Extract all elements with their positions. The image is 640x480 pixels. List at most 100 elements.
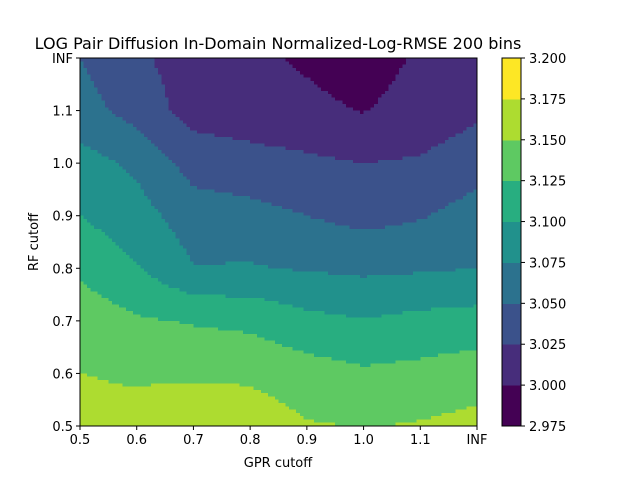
contour-cell <box>402 61 407 66</box>
contour-cell <box>83 67 88 72</box>
contour-cell <box>80 77 85 82</box>
contour-cell <box>406 61 411 66</box>
contour-cell <box>299 77 304 82</box>
contour-cell <box>118 84 124 89</box>
contour-cell <box>168 77 173 82</box>
contour-cell <box>200 67 205 72</box>
contour-cell <box>80 87 85 92</box>
contour-cell <box>328 71 333 76</box>
contour-cell <box>331 67 336 72</box>
contour-cell <box>101 58 106 62</box>
contour-cell <box>211 67 216 72</box>
contour-cell <box>250 67 255 72</box>
contour-cell <box>469 58 475 62</box>
contour-cell <box>303 67 308 72</box>
contour-cell <box>136 84 141 89</box>
contour-cell <box>175 84 180 89</box>
contour-cell <box>260 84 265 89</box>
contour-cell <box>264 81 269 85</box>
contour-cell <box>296 74 301 79</box>
contour-cell <box>473 74 478 79</box>
contour-cell <box>448 61 453 66</box>
contour-cell <box>352 61 358 66</box>
contour-cell <box>108 81 113 85</box>
contour-cell <box>469 61 475 66</box>
contour-cell <box>267 71 273 76</box>
contour-cell <box>129 87 134 92</box>
contour-cell <box>260 74 265 79</box>
contour-cell <box>303 64 308 69</box>
contour-cell <box>221 58 226 62</box>
contour-cell <box>356 58 361 62</box>
contour-cell <box>126 61 131 66</box>
contour-cell <box>267 84 273 89</box>
contour-cell <box>200 64 205 69</box>
contour-cell <box>221 64 226 69</box>
contour-cell <box>243 74 248 79</box>
contour-cell <box>374 84 379 89</box>
contour-cell <box>345 67 350 72</box>
contour-cell <box>196 84 202 89</box>
contour-cell <box>338 58 343 62</box>
contour-cell <box>179 58 184 62</box>
contour-cell <box>196 71 202 76</box>
contour-cell <box>406 58 411 62</box>
contour-cell <box>94 81 99 85</box>
contour-cell <box>427 67 432 72</box>
contour-cell <box>384 64 389 69</box>
contour-cell <box>211 77 216 82</box>
contour-cell <box>370 64 375 69</box>
contour-cell <box>101 67 106 72</box>
contour-cell <box>370 58 375 62</box>
contour-cell <box>349 74 354 79</box>
contour-cell <box>462 67 467 72</box>
contour-cell <box>172 64 177 69</box>
contour-cell <box>246 71 251 76</box>
contour-cell <box>388 64 393 69</box>
contour-cell <box>459 61 464 66</box>
contour-cell <box>182 74 187 79</box>
contour-cell <box>189 74 195 79</box>
contour-cell <box>140 74 145 79</box>
plot-area <box>79 57 478 427</box>
contour-cell <box>271 74 276 79</box>
contour-cell <box>182 71 187 76</box>
contour-cell <box>377 71 382 76</box>
contour-cell <box>129 81 134 85</box>
contour-cell <box>143 67 148 72</box>
contour-cell <box>299 84 304 89</box>
contour-cell <box>469 84 475 89</box>
contour-cell <box>101 84 106 89</box>
contour-cell <box>87 71 92 76</box>
contour-cell <box>391 77 397 82</box>
contour-cell <box>285 81 290 85</box>
contour-cell <box>455 74 460 79</box>
contour-cell <box>317 74 322 79</box>
contour-cell <box>257 58 262 62</box>
contour-cell <box>111 87 117 92</box>
contour-cell <box>445 61 450 66</box>
contour-cell <box>278 81 283 85</box>
contour-cell <box>391 74 397 79</box>
contour-cell <box>430 81 436 85</box>
contour-cell <box>161 64 166 69</box>
contour-cell <box>250 77 255 82</box>
contour-cell <box>264 61 269 66</box>
contour-cell <box>232 84 237 89</box>
contour-cell <box>363 71 368 76</box>
contour-cell <box>165 77 170 82</box>
contour-cell <box>466 71 471 76</box>
contour-fill <box>80 58 478 427</box>
contour-cell <box>313 61 319 66</box>
contour-cell <box>239 81 244 85</box>
contour-cell <box>118 64 124 69</box>
contour-cell <box>342 58 347 62</box>
contour-cell <box>239 64 244 69</box>
contour-cell <box>342 64 347 69</box>
contour-cell <box>328 64 333 69</box>
contour-cell <box>165 71 170 76</box>
contour-cell <box>90 61 95 66</box>
contour-cell <box>211 71 216 76</box>
contour-cell <box>118 71 124 76</box>
contour-cell <box>335 81 340 85</box>
